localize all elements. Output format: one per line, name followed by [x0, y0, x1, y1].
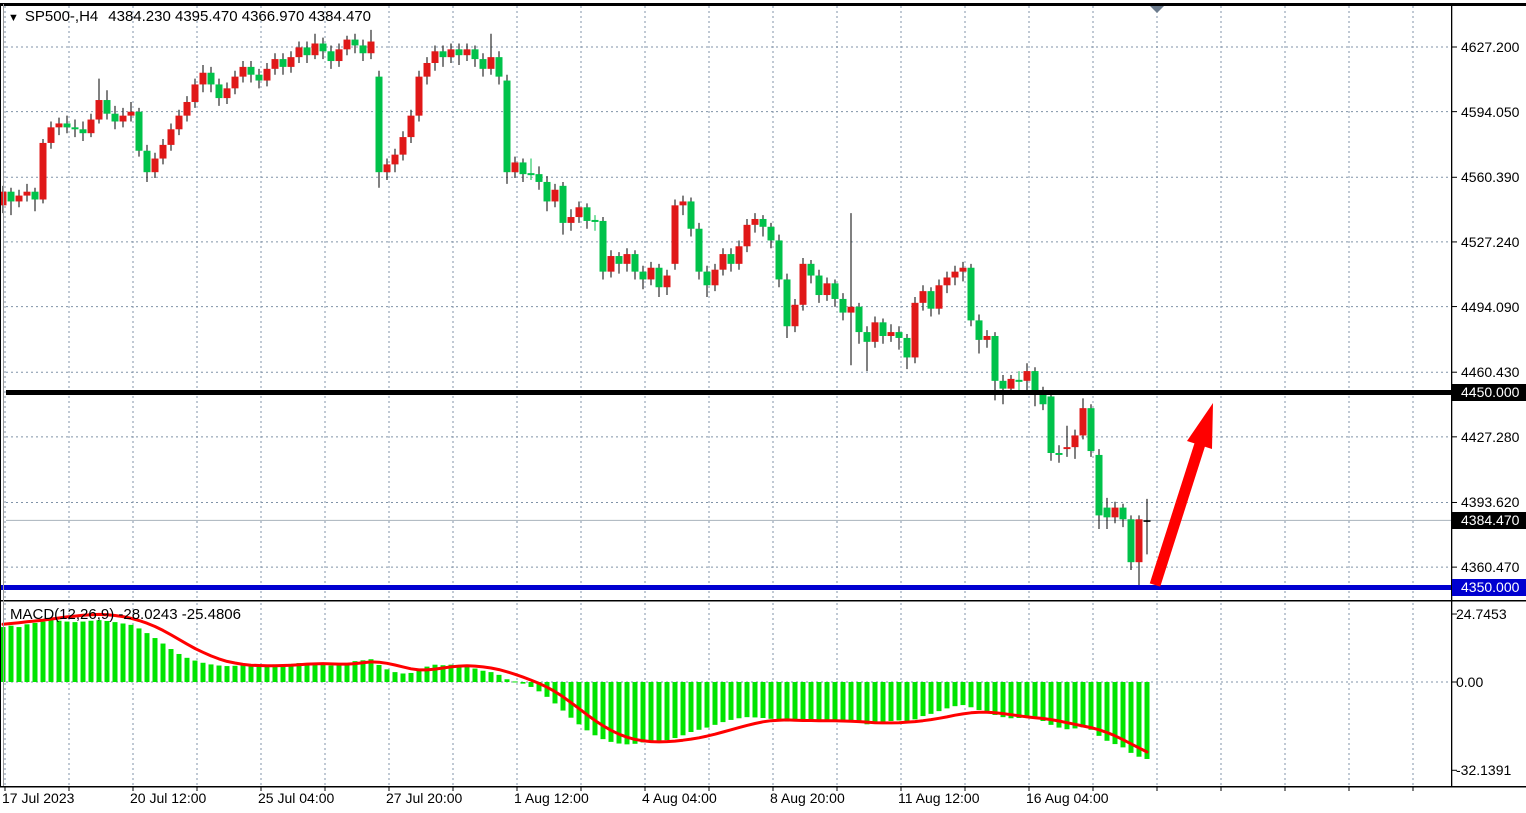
panel-separator: [0, 600, 1526, 602]
price-axis-label: 4393.620: [1461, 494, 1520, 511]
trend-arrow[interactable]: [1149, 403, 1213, 587]
left-border: [0, 4, 1, 786]
time-axis-label[interactable]: 4 Aug 04:00: [642, 790, 717, 806]
price-axis-label: 4427.280: [1461, 428, 1520, 445]
macd-indicator-label: MACD(12,26,9) -28.0243 -25.4806: [10, 606, 241, 623]
price-axis-label: 4494.090: [1461, 298, 1520, 315]
price-axis-label: 4594.050: [1461, 103, 1520, 120]
price-level-badge: 4384.470: [1452, 511, 1526, 529]
macd-axis-label: 24.7453: [1456, 606, 1507, 623]
macd-axis-label: 0.00: [1456, 674, 1484, 690]
top-border: [0, 3, 1526, 6]
time-axis-label[interactable]: 17 Jul 2023: [2, 790, 75, 806]
candles-group[interactable]: [0, 29, 1151, 586]
time-axis-label[interactable]: 1 Aug 12:00: [514, 790, 589, 806]
chart-title-ohlc: 4384.230 4395.470 4366.970 4384.470: [108, 8, 372, 25]
chart-title-symbol: SP500-,H4: [24, 8, 99, 25]
macd-signal-line[interactable]: [1, 612, 1149, 754]
macd-axis-label: -32.1391: [1456, 762, 1512, 779]
price-axis-label: 4527.240: [1461, 233, 1520, 250]
macd-histogram-group[interactable]: [0, 620, 1150, 759]
price-level-badge: 4350.000: [1452, 579, 1526, 597]
price-axis-label: 4560.390: [1461, 169, 1520, 186]
chart-title-bar: ▼ SP500-,H4 4384.230 4395.470 4366.970 438…: [8, 8, 371, 25]
time-axis-label[interactable]: 8 Aug 20:00: [770, 790, 845, 806]
price-axis-label: 4460.430: [1461, 364, 1520, 381]
price-axis-label: 4627.200: [1461, 39, 1520, 55]
price-axis-label: 4360.470: [1461, 559, 1520, 576]
current-bar-marker-icon: [1149, 5, 1165, 13]
time-axis-label[interactable]: 25 Jul 04:00: [258, 790, 335, 806]
left-border-inner: [3, 4, 4, 786]
time-axis-label[interactable]: 16 Aug 04:00: [1026, 790, 1109, 806]
symbol-dropdown-icon[interactable]: ▼: [8, 12, 19, 24]
time-axis-label[interactable]: 20 Jul 12:00: [130, 790, 207, 806]
price-axis-border: [1451, 4, 1453, 786]
price-level-badge: 4450.000: [1452, 384, 1526, 402]
time-axis-label[interactable]: 11 Aug 12:00: [898, 790, 980, 806]
time-axis-label[interactable]: 27 Jul 20:00: [386, 790, 463, 806]
time-axis-border: [0, 786, 1526, 788]
